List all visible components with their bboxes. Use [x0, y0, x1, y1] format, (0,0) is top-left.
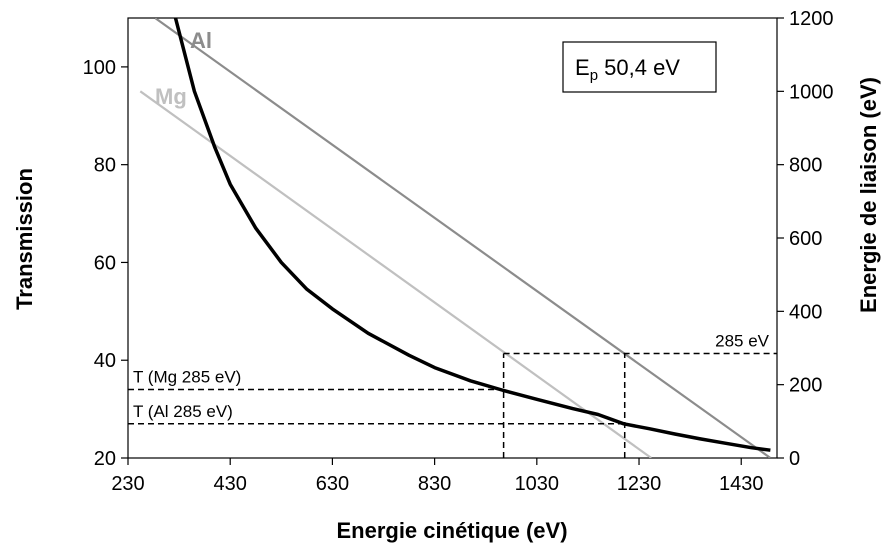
x-tick-label: 830 — [418, 473, 451, 495]
x-tick-label: 1230 — [617, 473, 662, 495]
ep-box-rest: 50,4 eV — [598, 55, 680, 80]
x-tick-label: 430 — [214, 473, 247, 495]
y-right-tick-label: 800 — [789, 155, 822, 177]
y-right-tick-label: 600 — [789, 228, 822, 250]
x-tick-label: 1030 — [515, 473, 560, 495]
series-label-mg: Mg — [155, 84, 187, 109]
annotation-label: T (Mg 285 eV) — [133, 368, 241, 387]
y-right-tick-label: 0 — [789, 448, 800, 470]
y-axis-left-title: Transmission — [12, 168, 37, 310]
y-right-tick-label: 1200 — [789, 8, 834, 30]
x-axis-title: Energie cinétique (eV) — [336, 518, 567, 543]
y-left-tick-label: 20 — [94, 448, 116, 470]
y-left-tick-label: 40 — [94, 350, 116, 372]
y-right-tick-label: 1000 — [789, 81, 834, 103]
series-label-al: Al — [190, 28, 212, 53]
y-left-tick-label: 60 — [94, 252, 116, 274]
x-tick-label: 1430 — [719, 473, 764, 495]
ep-box: Ep 50,4 eV — [563, 42, 716, 92]
ep-box-main: E — [575, 55, 590, 80]
ep-box-sub: p — [590, 67, 598, 84]
x-tick-label: 230 — [111, 473, 144, 495]
y-left-tick-label: 80 — [94, 155, 116, 177]
annotation-label: 285 eV — [715, 332, 770, 351]
y-right-tick-label: 400 — [789, 301, 822, 323]
x-tick-label: 630 — [316, 473, 349, 495]
y-left-tick-label: 100 — [83, 57, 116, 79]
annotation-label: T (Al 285 eV) — [133, 402, 233, 421]
y-axis-right-title: Energie de liaison (eV) — [856, 77, 881, 313]
y-right-tick-label: 200 — [789, 375, 822, 397]
guides-layer: T (Mg 285 eV) T (Al 285 eV) 285 eV — [128, 332, 777, 459]
